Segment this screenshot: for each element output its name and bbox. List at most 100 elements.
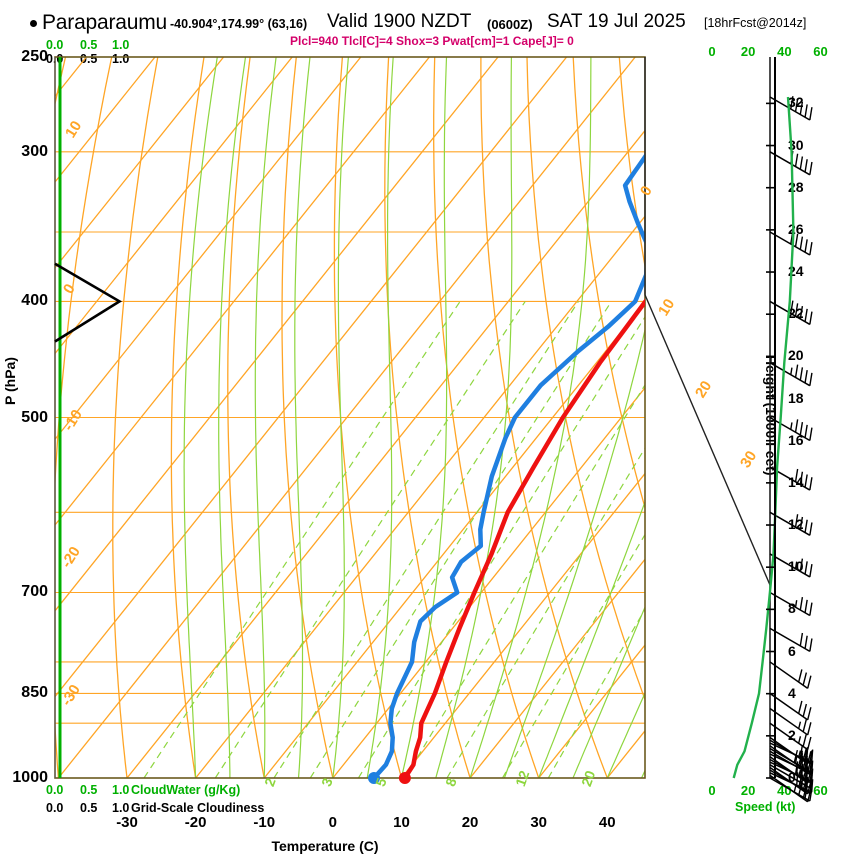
wind-barb — [769, 553, 813, 578]
dry-adiabat-line — [55, 57, 113, 778]
moist-adiabat-line — [572, 605, 645, 778]
cloudwater-tick-bottom-2: 1.0 — [112, 783, 130, 797]
dry-adiabat-line — [333, 57, 403, 778]
speed-tick-bottom-40: 40 — [777, 783, 792, 798]
mixing-ratio-line — [446, 446, 645, 778]
wind-barb — [769, 96, 813, 121]
dry-adiabat-line — [526, 57, 645, 702]
dry-adiabat-line — [170, 57, 205, 778]
temperature-tick--20: -20 — [184, 814, 207, 831]
mixing-ratio-line — [404, 383, 645, 778]
cloudiness-axis-title: Grid-Scale Cloudiness — [131, 801, 265, 815]
moist-adiabat-line — [254, 57, 277, 778]
wind-barb — [769, 692, 812, 721]
wind-barb — [769, 627, 813, 653]
moist-adiabat-line — [606, 691, 645, 778]
pressure-tick-400: 400 — [21, 292, 48, 310]
temperature-axis-title: Temperature (C) — [271, 838, 379, 854]
height-tick-8: 8 — [788, 600, 796, 617]
height-tick-2: 2 — [788, 726, 796, 743]
height-tick-18: 18 — [788, 389, 804, 406]
cloudwater-axis-title: CloudWater (g/Kg) — [131, 783, 241, 797]
height-tick-6: 6 — [788, 642, 796, 659]
valid-time: Valid 1900 NZDT — [327, 11, 472, 32]
moist-adiabat-line — [641, 769, 645, 778]
speed-axis-title: Speed (kt) — [735, 800, 796, 814]
pressure-tick-850: 850 — [21, 684, 48, 702]
temperature-tick-10: 10 — [393, 814, 410, 831]
height-tick-4: 4 — [788, 684, 796, 701]
cloudiness-tick-bottom-0: 0.0 — [46, 801, 64, 815]
temperature-tick--10: -10 — [253, 814, 276, 831]
moist-adiabat-line — [503, 327, 645, 778]
wind-barb — [769, 362, 813, 387]
wind-barb — [769, 300, 813, 326]
wind-barb — [769, 661, 812, 689]
cloudiness-tick-bottom-2: 1.0 — [112, 801, 130, 815]
wind-barb — [769, 591, 813, 617]
surface-marker — [368, 772, 381, 784]
dry-adiabat-line — [433, 57, 540, 778]
wind-guide-line — [644, 294, 771, 586]
mixing-ratio-line — [143, 301, 461, 778]
pressure-tick-1000: 1000 — [12, 769, 48, 786]
plot-grid-layer — [55, 57, 850, 778]
mixing-ratio-line — [214, 301, 526, 778]
cloudwater-tick-top-0: 0.0 — [46, 38, 64, 52]
cloudwater-tick-bottom-1: 0.5 — [80, 783, 98, 797]
temperature-tick--30: -30 — [116, 814, 138, 831]
moist-adiabat-line — [218, 57, 247, 778]
wind-barb — [769, 416, 813, 442]
station-marker-icon — [30, 20, 37, 27]
dewpoint-curve — [371, 153, 645, 778]
speed-tick-bottom-20: 20 — [740, 783, 756, 798]
temperature-tick-0: 0 — [328, 814, 338, 831]
moist-adiabat-line — [538, 500, 645, 778]
surface-marker — [398, 772, 411, 784]
cloudiness-curve — [54, 262, 123, 343]
moist-adiabat-line — [435, 57, 513, 778]
speed-tick-bottom-0: 0 — [708, 783, 716, 798]
dry-adiabat-line — [281, 57, 334, 778]
moist-adiabat-line — [469, 57, 592, 778]
valid-time-utc: (0600Z) — [487, 17, 533, 32]
cloudwater-tick-top-1: 0.5 — [80, 38, 98, 52]
wind-speed-curve — [732, 96, 795, 779]
speed-tick-bottom-60: 60 — [813, 783, 828, 798]
pressure-tick-250: 250 — [21, 48, 48, 65]
temperature-tick-20: 20 — [461, 814, 479, 831]
sounding-parameters: Plcl=940 Tlcl[C]=4 Shox=3 Pwat[cm]=1 Cap… — [290, 34, 574, 48]
dry-adiabat-line — [618, 57, 645, 270]
mixing-ratio-line — [501, 533, 645, 778]
pressure-tick-500: 500 — [21, 408, 48, 426]
dry-adiabat-line — [227, 57, 265, 778]
temperature-curve — [402, 298, 645, 778]
cloudiness-tick-bottom-1: 0.5 — [80, 801, 98, 815]
height-tick-16: 16 — [788, 431, 804, 448]
pressure-tick-700: 700 — [21, 583, 48, 601]
dry-adiabat-line — [384, 57, 471, 778]
isotherm-line — [538, 644, 645, 778]
station-coordinates: -40.904°,174.99° (63,16) — [170, 17, 308, 31]
station-name: Paraparaumu — [42, 11, 168, 34]
speed-tick-top-0: 0 — [708, 44, 716, 59]
cloudwater-tick-top-2: 1.0 — [112, 38, 130, 52]
dry-adiabat-line — [572, 57, 645, 511]
speed-tick-top-20: 20 — [740, 44, 756, 59]
wind-barb — [769, 722, 812, 751]
dry-adiabat-line — [112, 57, 159, 778]
mixing-ratio-line — [357, 315, 645, 778]
wind-barb — [769, 739, 813, 764]
isotherm-line — [400, 472, 645, 778]
speed-tick-top-60: 60 — [813, 44, 828, 59]
isotherm-line — [676, 57, 850, 778]
forecast-tag: [18hrFcst@2014z] — [704, 16, 807, 30]
temperature-tick-40: 40 — [598, 814, 616, 831]
cloudiness-tick-top-1: 0.5 — [80, 52, 98, 66]
moist-adiabat-line — [183, 57, 218, 778]
dry-adiabat-line — [666, 57, 850, 778]
moist-adiabat-line — [294, 57, 311, 778]
isotherm-line — [744, 57, 850, 778]
